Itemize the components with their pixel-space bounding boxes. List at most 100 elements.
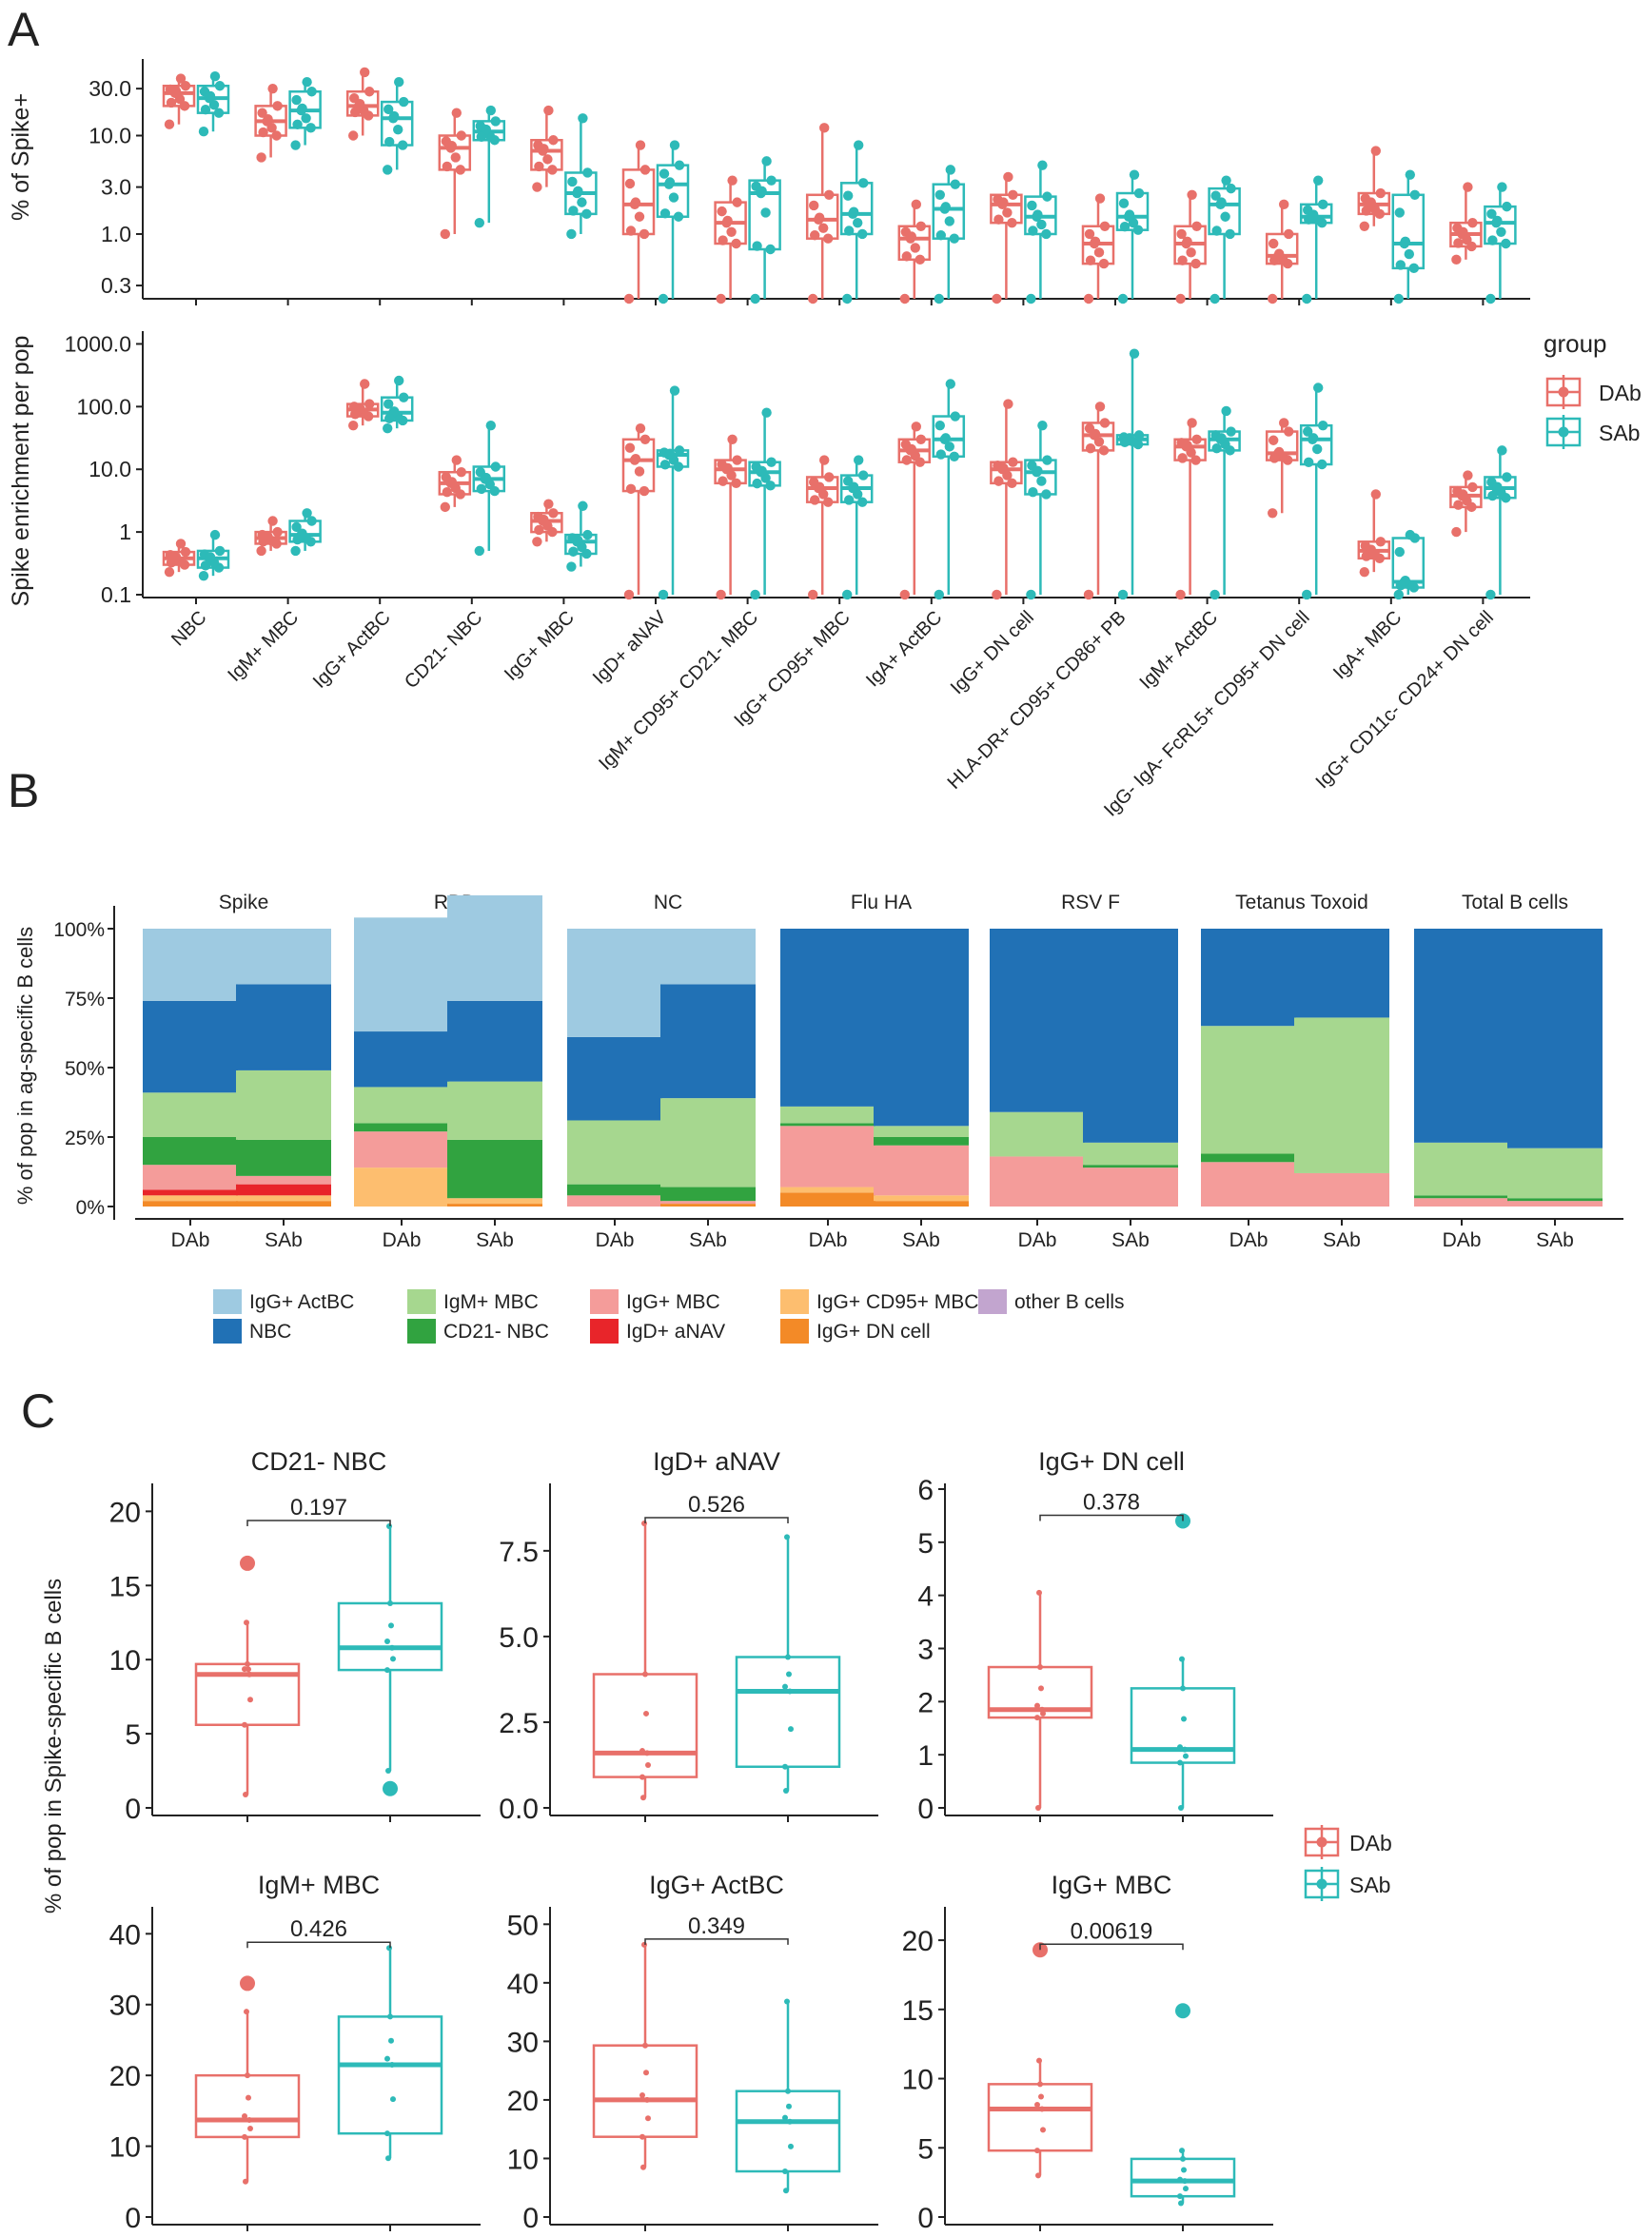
data-point xyxy=(398,140,408,150)
data-point xyxy=(1458,489,1468,500)
data-point xyxy=(858,178,869,188)
data-point xyxy=(442,161,452,172)
data-point xyxy=(760,207,771,218)
data-point xyxy=(267,516,278,526)
data-point xyxy=(214,545,226,557)
data-point xyxy=(1178,1805,1184,1811)
data-point xyxy=(1085,442,1096,454)
panel-a-bottom-box-dab xyxy=(1081,402,1115,600)
data-point xyxy=(1182,236,1192,247)
data-point xyxy=(643,2070,649,2076)
data-point xyxy=(389,406,400,417)
data-point xyxy=(442,487,452,498)
data-point xyxy=(635,140,646,150)
data-point xyxy=(1034,2148,1040,2154)
data-point xyxy=(451,108,462,118)
data-point xyxy=(1038,2093,1044,2100)
data-point xyxy=(819,455,830,465)
panel-c-subplot: CD21- NBC 0 5 10 15 20 0.197 xyxy=(109,1447,481,1825)
data-point xyxy=(824,472,835,482)
data-point xyxy=(355,98,365,109)
panel-b-bar-segment xyxy=(354,1131,449,1168)
data-point xyxy=(664,448,676,459)
legend-label: IgG+ DN cell xyxy=(816,1321,931,1343)
data-point xyxy=(1366,197,1377,207)
data-point xyxy=(350,107,361,118)
data-point xyxy=(1008,457,1018,467)
panel-a-top-box-dab xyxy=(1357,146,1391,231)
panel-c-box-sab xyxy=(1130,2003,1236,2207)
panel-b-ylabel: % of pop in ag-specific B cells xyxy=(13,927,37,1205)
data-point xyxy=(1409,189,1421,200)
data-point xyxy=(911,199,921,210)
data-point xyxy=(645,2115,651,2122)
panel-a-top-ytick-label: 10.0 xyxy=(88,124,131,148)
legend-c-dab-key xyxy=(1304,1825,1340,1859)
panel-b-facet-title: NC xyxy=(654,892,682,913)
data-point xyxy=(1485,589,1496,600)
panel-b-bar-segment xyxy=(780,1126,875,1187)
panel-c-ytick-label: 10 xyxy=(109,1645,141,1677)
panel-b-facet-title: Spike xyxy=(219,892,269,913)
data-point xyxy=(823,233,834,244)
data-point xyxy=(1003,171,1013,183)
panel-b-legend-item: IgD+ aNAV xyxy=(590,1319,725,1344)
data-point xyxy=(992,293,1002,304)
data-point xyxy=(765,244,776,255)
panel-b-bar-segment xyxy=(143,1201,238,1207)
data-point xyxy=(214,81,226,91)
data-point xyxy=(481,472,491,483)
panel-b-bar-segment xyxy=(1294,1017,1389,1173)
data-point xyxy=(385,1768,391,1775)
panel-b-bar-segment xyxy=(1507,1201,1603,1207)
data-point xyxy=(1405,169,1416,180)
data-point xyxy=(717,206,727,217)
data-point xyxy=(258,537,268,547)
panel-b-legend-item: IgM+ MBC xyxy=(407,1289,539,1314)
data-point xyxy=(1268,238,1279,249)
panel-c-ytick-label: 0 xyxy=(125,1794,141,1825)
data-point xyxy=(388,2037,394,2044)
data-point xyxy=(1133,187,1145,199)
legend-c-dab-label: DAb xyxy=(1349,1831,1392,1855)
panel-b-bar-segment xyxy=(660,1187,756,1202)
data-point xyxy=(1090,236,1101,247)
panel-b-bar-segment xyxy=(567,1195,662,1207)
data-point xyxy=(1133,430,1145,441)
data-point xyxy=(578,500,588,511)
data-point xyxy=(244,1619,249,1626)
data-point xyxy=(394,77,404,88)
data-point xyxy=(179,101,190,111)
data-point xyxy=(1361,551,1372,561)
panel-a-bottom-box-sab xyxy=(472,420,506,557)
panel-c-box-sab xyxy=(337,1945,443,2162)
data-point xyxy=(1182,2178,1188,2185)
data-point xyxy=(1220,211,1230,222)
data-point xyxy=(630,453,641,464)
panel-b-bar-segment xyxy=(1083,1168,1178,1207)
data-point xyxy=(1496,226,1506,237)
data-point xyxy=(783,2188,789,2194)
panel-c-box-dab xyxy=(194,1975,301,2185)
box-body xyxy=(1484,205,1517,245)
legend-label: other B cells xyxy=(1014,1291,1125,1313)
panel-b-bar-segment xyxy=(447,1198,542,1205)
panel-b-legend-item: IgG+ ActBC xyxy=(213,1289,354,1314)
box-body xyxy=(1173,438,1207,461)
data-point xyxy=(1451,526,1462,538)
data-point xyxy=(1393,293,1405,304)
p-value-label: 0.426 xyxy=(290,1916,347,1942)
data-point xyxy=(547,165,558,175)
data-point xyxy=(1175,293,1186,304)
panel-b-bar-segment xyxy=(143,1189,238,1196)
data-point xyxy=(175,539,187,549)
data-point xyxy=(568,206,579,216)
data-point xyxy=(1007,478,1017,489)
data-point xyxy=(1039,2106,1045,2112)
panel-b-bar-segment xyxy=(874,1195,969,1202)
data-point xyxy=(386,1522,392,1529)
data-point xyxy=(1002,207,1013,218)
data-point xyxy=(1094,193,1106,204)
panel-a-bottom-ytick-label: 10.0 xyxy=(88,457,131,481)
data-point xyxy=(198,570,209,581)
